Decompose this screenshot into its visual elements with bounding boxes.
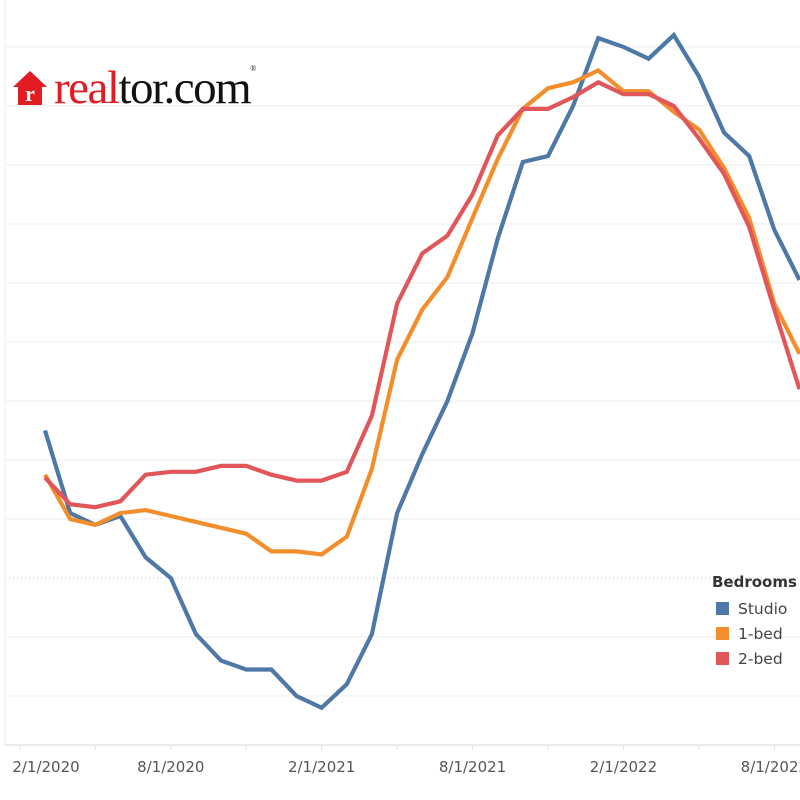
x-tick-label: 2/1/2020 (12, 758, 79, 776)
legend-title: Bedrooms (712, 573, 797, 591)
logo-text-real: real (54, 61, 120, 114)
legend-label-studio: Studio (738, 599, 788, 618)
legend-swatch-2-bed (716, 652, 729, 665)
x-tick-label: 8/1/2022 (741, 758, 800, 776)
gridlines (5, 46, 800, 697)
logo-registered-mark: ® (250, 63, 256, 73)
realtor-logo: r realtor.com® (12, 61, 256, 114)
x-tick-label: 2/1/2022 (590, 758, 657, 776)
series-line-studio[interactable] (42, 31, 800, 711)
x-tick-label: 8/1/2020 (137, 758, 204, 776)
svg-text:r: r (25, 81, 35, 106)
x-tick-label: 8/1/2021 (439, 758, 506, 776)
legend-label-2-bed: 2-bed (738, 649, 783, 668)
legend-item-2-bed[interactable]: 2-bed (712, 646, 797, 671)
legend-swatch-1-bed (716, 627, 729, 640)
series-lines (42, 31, 800, 711)
legend-label-1-bed: 1-bed (738, 624, 783, 643)
legend-swatch-studio (716, 602, 729, 615)
series-line-1-bed[interactable] (43, 68, 800, 557)
house-r-icon: r (13, 71, 47, 106)
logo-wordmark: realtor.com® (54, 61, 256, 114)
logo-text-tor: tor.com (118, 61, 251, 114)
legend-item-studio[interactable]: Studio (712, 596, 797, 621)
x-tick-label: 2/1/2021 (288, 758, 355, 776)
legend: Bedrooms Studio 1-bed 2-bed (712, 573, 797, 671)
legend-item-1-bed[interactable]: 1-bed (712, 621, 797, 646)
x-axis: 2/1/2020 8/1/2020 2/1/2021 8/1/2021 2/1/2022… (4, 0, 800, 776)
series-line-2-bed[interactable] (43, 79, 800, 510)
